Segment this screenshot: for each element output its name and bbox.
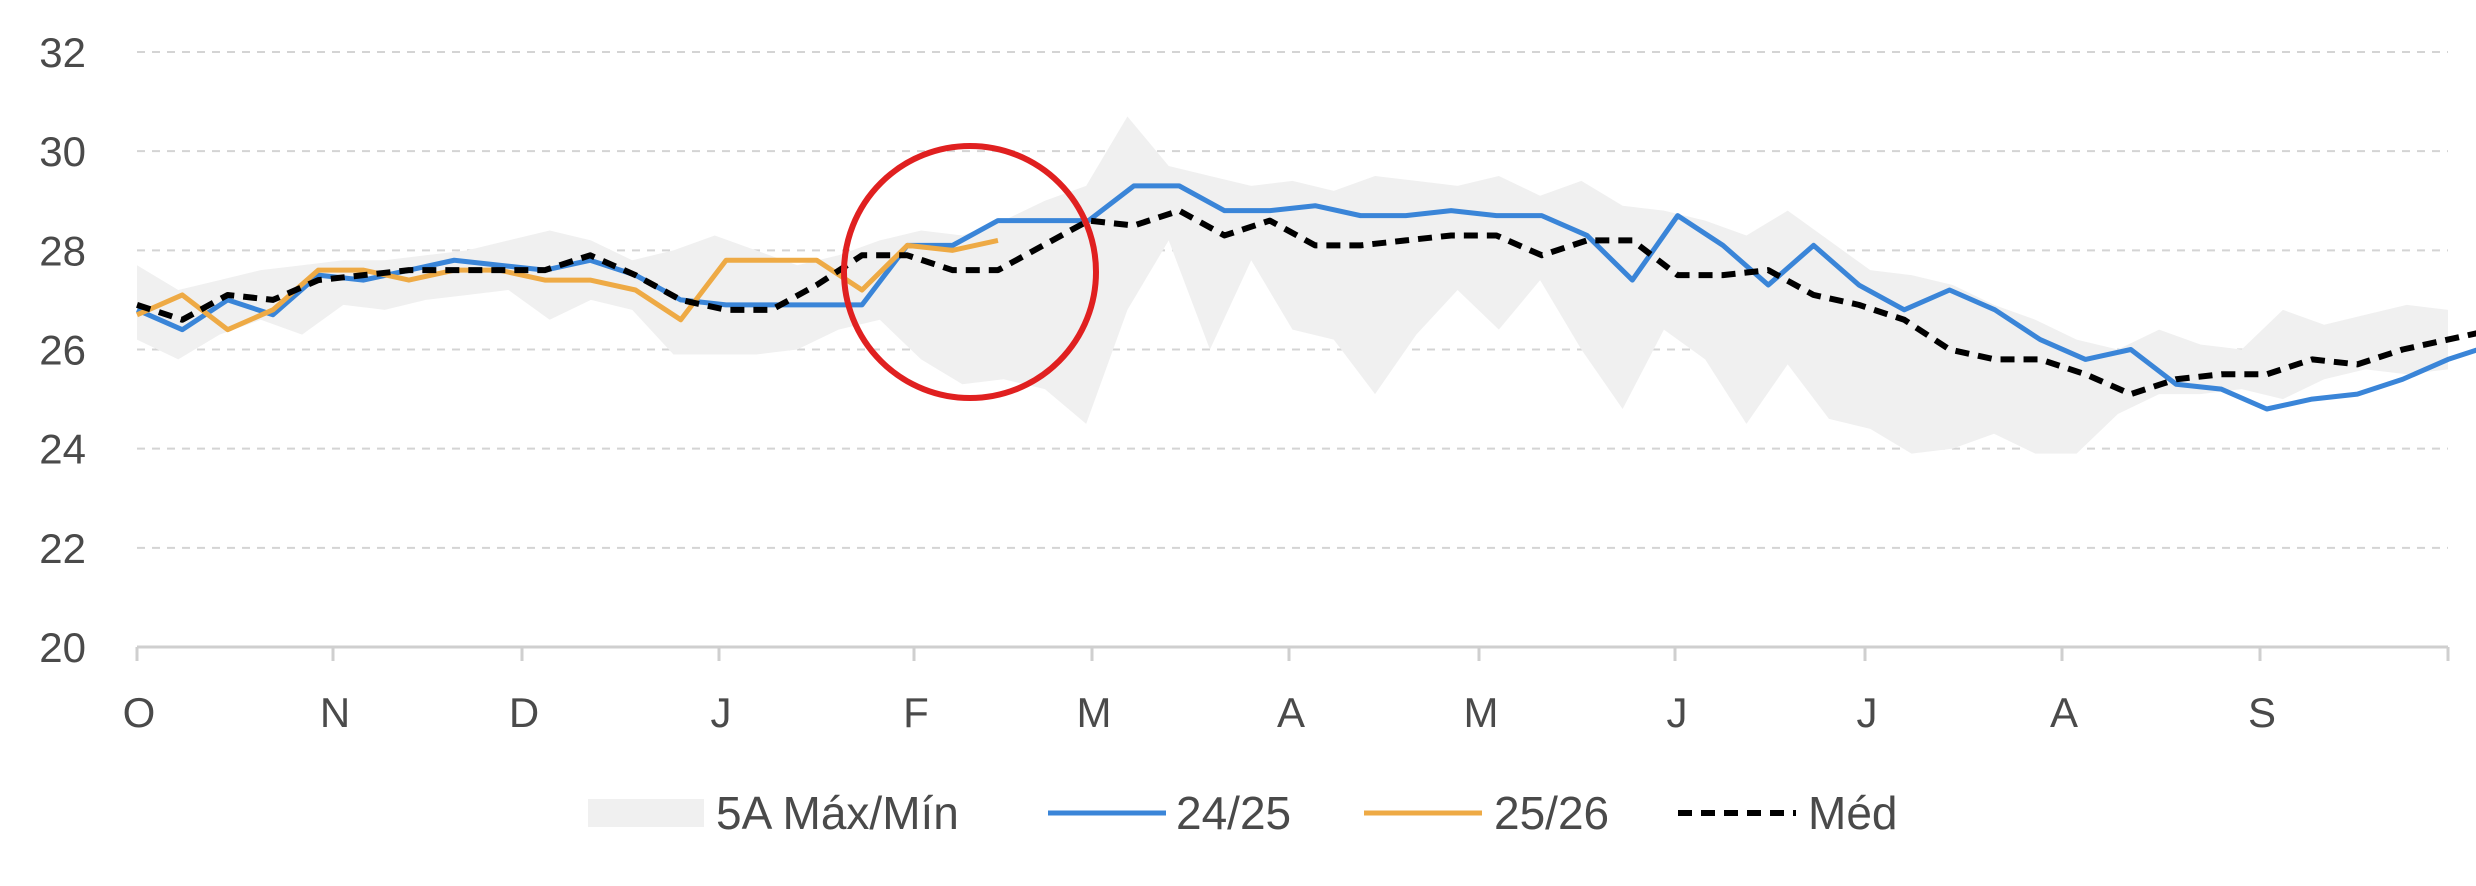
legend-label-band: 5A Máx/Mín — [716, 787, 959, 839]
y-tick-label: 28 — [39, 227, 86, 274]
x-tick-label: N — [320, 689, 350, 736]
x-tick-label: J — [711, 689, 732, 736]
x-tick-label: A — [2050, 689, 2078, 736]
highlight-circle — [841, 143, 1099, 401]
band-5a-max-min — [137, 116, 2448, 454]
legend: 5A Máx/Mín 24/25 25/26 Méd — [588, 787, 1897, 839]
series-layer — [135, 183, 2476, 412]
x-tick-label: A — [1277, 689, 1305, 736]
x-tick-label: M — [1077, 689, 1112, 736]
series-line-2 — [136, 207, 2476, 398]
y-tick-label: 32 — [39, 29, 86, 76]
x-tick-label: O — [123, 689, 156, 736]
y-axis-tick-labels: 20 22 24 26 28 30 32 — [39, 29, 86, 671]
y-tick-label: 20 — [39, 624, 86, 671]
y-tick-label: 26 — [39, 327, 86, 374]
legend-label-2: Méd — [1808, 787, 1897, 839]
x-tick-label: S — [2248, 689, 2276, 736]
annotation-layer — [841, 143, 1099, 401]
x-tick-label: J — [1667, 689, 1688, 736]
y-tick-label: 22 — [39, 525, 86, 572]
x-tick-label: M — [1464, 689, 1499, 736]
y-tick-label: 30 — [39, 128, 86, 175]
x-tick-label: F — [903, 689, 929, 736]
x-axis — [135, 645, 2450, 661]
legend-label-0: 24/25 — [1176, 787, 1291, 839]
y-tick-label: 24 — [39, 426, 86, 473]
legend-label-1: 25/26 — [1494, 787, 1609, 839]
x-tick-label: J — [1857, 689, 1878, 736]
x-tick-label: D — [509, 689, 539, 736]
band-layer — [137, 116, 2448, 454]
legend-swatch-band — [588, 799, 704, 827]
series-line-1 — [135, 237, 999, 333]
